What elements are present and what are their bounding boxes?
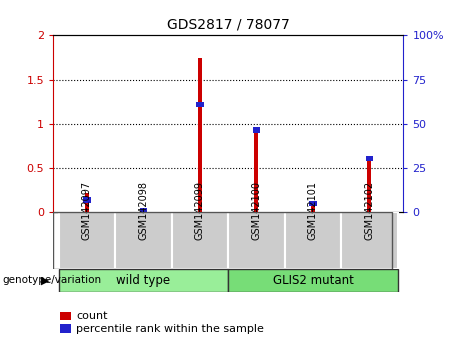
- Text: count: count: [76, 311, 107, 321]
- Bar: [253, 127, 260, 133]
- Bar: [285, 212, 341, 269]
- Bar: [59, 269, 228, 292]
- Bar: [115, 212, 171, 269]
- Bar: [85, 193, 89, 212]
- Text: wild type: wild type: [116, 274, 171, 287]
- Text: genotype/variation: genotype/variation: [2, 275, 101, 285]
- Text: GLIS2 mutant: GLIS2 mutant: [272, 274, 354, 287]
- Bar: [228, 212, 285, 269]
- Bar: [366, 156, 373, 161]
- Bar: [309, 201, 317, 206]
- Bar: [341, 212, 398, 269]
- Text: GSM142099: GSM142099: [195, 181, 205, 240]
- Bar: [83, 198, 91, 202]
- Bar: [171, 212, 228, 269]
- Bar: [59, 212, 115, 269]
- Bar: [228, 269, 398, 292]
- Text: percentile rank within the sample: percentile rank within the sample: [76, 324, 264, 333]
- Bar: [367, 161, 372, 212]
- Title: GDS2817 / 78077: GDS2817 / 78077: [167, 17, 290, 32]
- Text: GSM142098: GSM142098: [138, 181, 148, 240]
- Bar: [140, 208, 147, 213]
- Text: ▶: ▶: [41, 275, 50, 285]
- Text: GSM142100: GSM142100: [251, 181, 261, 240]
- Bar: [254, 131, 259, 212]
- Bar: [198, 57, 202, 212]
- Text: GSM142102: GSM142102: [365, 181, 374, 240]
- Bar: [196, 102, 204, 107]
- Bar: [311, 202, 315, 212]
- Text: GSM142097: GSM142097: [82, 181, 92, 240]
- Text: GSM142101: GSM142101: [308, 181, 318, 240]
